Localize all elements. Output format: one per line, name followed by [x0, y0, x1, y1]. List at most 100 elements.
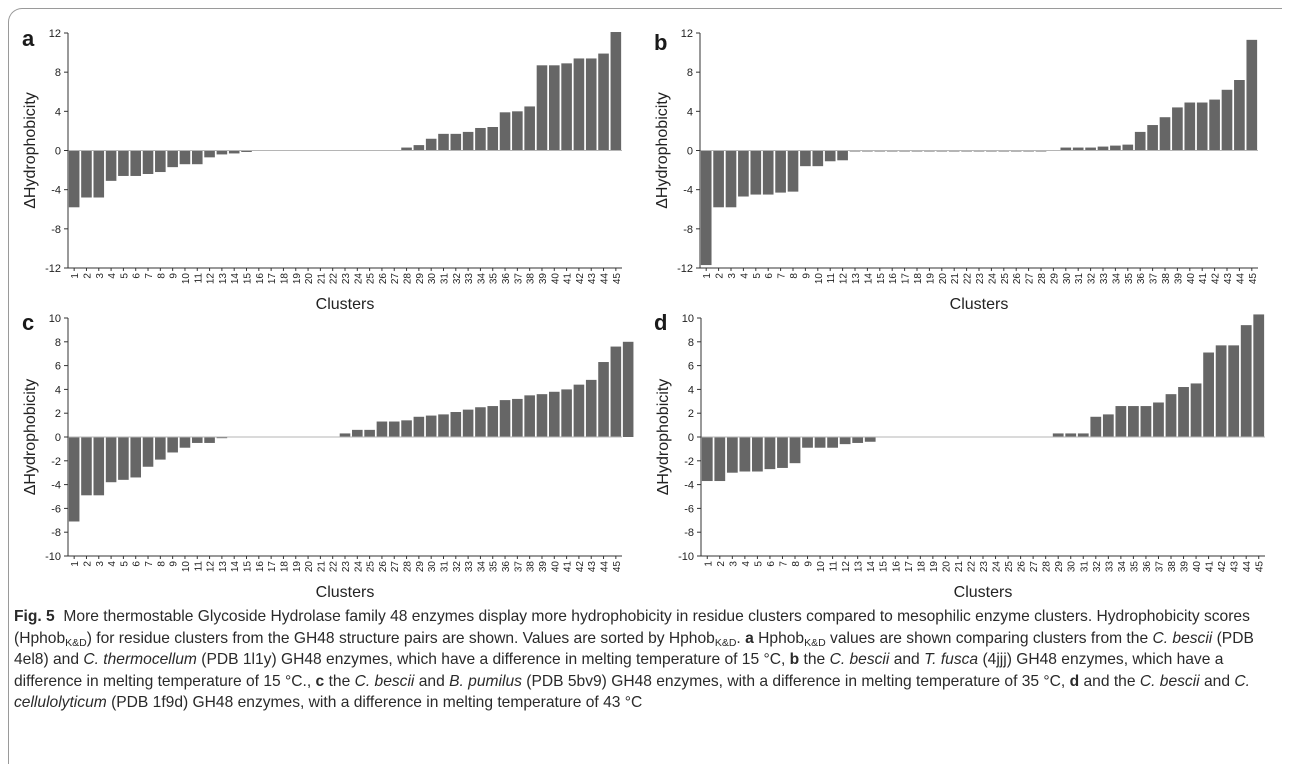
bar-b-3: [725, 150, 737, 208]
y-tick-label-b: -4: [683, 185, 693, 197]
x-tick-label-a: 41: [563, 273, 574, 285]
x-tick-label-a: 1: [70, 273, 81, 279]
x-tick-label-d: 29: [1054, 561, 1065, 573]
bar-a-15: [241, 150, 252, 152]
x-tick-label-a: 5: [119, 273, 130, 279]
x-tick-label-d: 31: [1079, 561, 1090, 573]
bar-d-10: [814, 437, 826, 448]
x-tick-label-a: 26: [378, 273, 389, 285]
bar-a-36: [499, 112, 511, 151]
bar-d-14: [864, 437, 876, 442]
bar-c-27: [388, 421, 400, 437]
bar-b-43: [1221, 89, 1233, 151]
x-tick-label-a: 6: [132, 273, 143, 279]
bar-c-4: [105, 437, 117, 483]
caption-text-3: Hphob: [758, 629, 805, 647]
y-tick-label-d: -2: [684, 456, 694, 468]
bar-d-13: [852, 437, 864, 443]
caption-title: More thermostable Glycoside Hydrolase fa…: [14, 608, 1250, 647]
x-tick-label-b: 32: [1087, 273, 1098, 285]
x-tick-label-d: 43: [1230, 561, 1241, 573]
x-tick-label-d: 11: [829, 561, 840, 572]
bar-b-1: [700, 150, 712, 266]
x-tick-label-c: 5: [119, 561, 130, 567]
x-tick-label-c: 21: [316, 561, 327, 573]
y-axis-title-a: ΔHydrophobicity: [22, 92, 39, 209]
x-tick-label-d: 4: [741, 561, 752, 567]
x-tick-label-d: 17: [904, 561, 915, 573]
y-tick-label-d: -4: [684, 480, 694, 492]
bar-a-7: [142, 150, 154, 174]
x-tick-label-d: 42: [1217, 561, 1228, 573]
x-tick-label-b: 44: [1235, 273, 1246, 285]
x-tick-label-b: 7: [777, 273, 788, 279]
x-tick-label-b: 37: [1149, 273, 1160, 285]
bar-a-13: [216, 150, 228, 155]
panel-d: d -10 -8 -6 -4 -2 0 2 4 6 8 10 1 2 3 4 5 6 7 8 9 10 11 12 13 14 1…: [645, 306, 1290, 602]
bar-b-6: [762, 150, 774, 195]
y-tick-label-d: 4: [688, 384, 694, 396]
panel-a: a -12 -8 -4 0 4 8 12 1 2 3 4 5 6 7 8 9 10 11 12 13 14 15 16 17 1…: [0, 0, 645, 313]
bar-a-44: [598, 53, 609, 151]
panel-letter-b: b: [654, 30, 668, 55]
y-tick-label-d: 10: [682, 313, 694, 325]
bar-d-43: [1228, 345, 1240, 437]
bar-c-35: [487, 406, 499, 437]
bar-d-8: [789, 437, 801, 464]
bar-a-32: [450, 133, 462, 151]
x-tick-label-a: 29: [415, 273, 426, 285]
bar-d-33: [1102, 414, 1114, 437]
x-tick-label-a: 22: [329, 273, 340, 285]
y-tick-label-a: 4: [55, 106, 61, 118]
x-tick-label-c: 10: [181, 561, 192, 573]
bar-c-undefined: [622, 341, 634, 437]
caption-species-5: C. bescii: [354, 672, 415, 690]
bar-d-7: [777, 437, 788, 468]
y-tick-label-d: 6: [688, 361, 694, 373]
x-tick-label-c: 3: [95, 561, 106, 567]
x-tick-label-c: 11: [193, 561, 204, 572]
x-tick-label-b: 25: [1000, 273, 1011, 285]
x-tick-label-d: 22: [966, 561, 977, 573]
x-tick-label-a: 13: [218, 273, 229, 285]
x-tick-label-a: 43: [587, 273, 598, 285]
x-tick-label-b: 33: [1099, 273, 1110, 285]
y-tick-label-c: -6: [51, 503, 61, 515]
x-tick-label-b: 31: [1074, 273, 1085, 285]
bar-a-2: [81, 150, 92, 198]
x-tick-label-d: 12: [841, 561, 852, 573]
y-axis-title-c: ΔHydrophobicity: [22, 379, 39, 496]
x-tick-label-a: 11: [193, 273, 204, 284]
bar-b-42: [1209, 99, 1220, 151]
y-tick-label-d: 2: [688, 408, 694, 420]
x-tick-label-c: 36: [501, 561, 512, 573]
bar-b-31: [1072, 147, 1084, 151]
bar-d-41: [1203, 352, 1214, 437]
caption-text-5: (PDB 4el8) and: [14, 629, 1254, 669]
x-tick-label-d: 18: [916, 561, 927, 573]
x-tick-label-b: 9: [801, 273, 812, 279]
bar-c-32: [450, 412, 462, 437]
bar-a-4: [105, 150, 117, 181]
bar-a-41: [561, 63, 572, 151]
bar-b-5: [750, 150, 762, 195]
bar-c-44: [598, 362, 609, 437]
bar-c-25: [364, 429, 375, 437]
bar-b-44: [1234, 80, 1245, 151]
figure-frame: [8, 8, 1282, 764]
caption-text-7: the: [803, 651, 826, 669]
y-tick-label-b: 12: [681, 28, 693, 40]
x-tick-label-a: 19: [292, 273, 303, 285]
bar-a-40: [549, 65, 560, 151]
bar-c-40: [549, 391, 560, 437]
x-tick-label-c: 20: [304, 561, 315, 573]
x-tick-label-b: 15: [876, 273, 887, 285]
x-tick-label-a: 35: [489, 273, 500, 285]
x-tick-label-d: 3: [728, 561, 739, 567]
bar-c-39: [536, 394, 548, 437]
panel-letter-c: c: [22, 310, 35, 335]
caption-text-1: ) for residue clusters from the GH48 str…: [86, 629, 715, 647]
x-tick-label-d: 41: [1205, 561, 1216, 573]
bar-c-13: [216, 437, 228, 439]
